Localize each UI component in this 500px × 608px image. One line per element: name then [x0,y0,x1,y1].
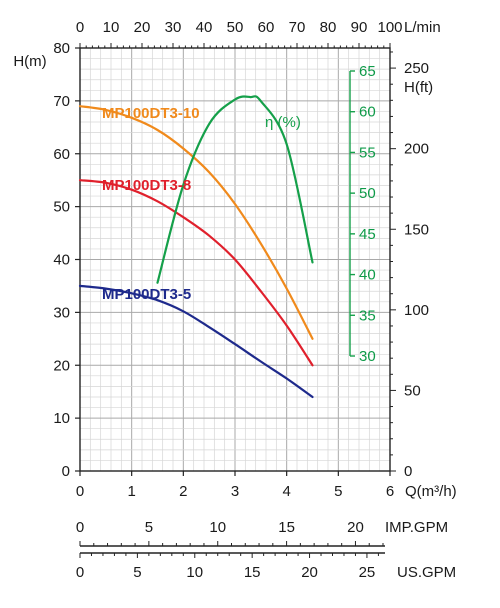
imp-gpm-tick-label: 15 [278,519,295,536]
series-line-mp100dt3-8 [78,179,314,367]
head-m-tick-label: 60 [53,146,70,163]
head-ft-tick-label: 150 [404,221,429,238]
flow-lmin-tick-label: 50 [227,19,244,36]
series-labels: MP100DT3-10 MP100DT3-8 MP100DT3-5 η (%) [102,105,301,303]
series-label: MP100DT3-10 [102,105,200,122]
head-ft-tick-label: 50 [404,382,421,399]
flow-m3h-tick-label: 1 [127,483,135,500]
head-m-tick-label: 20 [53,357,70,374]
series-line- [156,95,314,284]
flow-lmin-axis-label: L/min [404,19,441,36]
efficiency-tick-label: 45 [359,226,376,243]
series-label: MP100DT3-8 [102,177,191,194]
flow-lmin-tick-label: 0 [76,19,84,36]
series-lines [78,95,314,399]
flow-m3h-tick-label: 0 [76,483,84,500]
head-m-tick-label: 50 [53,199,70,216]
efficiency-tick-label: 50 [359,185,376,202]
efficiency-tick-label: 35 [359,307,376,324]
efficiency-tick-label: 40 [359,267,376,284]
us-gpm-axis-label: US.GPM [397,564,456,581]
efficiency-tick-label: 55 [359,144,376,161]
head-m-tick-label: 10 [53,410,70,427]
flow-lmin-tick-label: 70 [289,19,306,36]
flow-lmin-tick-label: 40 [196,19,213,36]
flow-lmin-tick-label: 30 [165,19,182,36]
flow-lmin-tick-label: 80 [320,19,337,36]
us-gpm-tick-label: 15 [244,564,261,581]
flow-m3h-tick-label: 2 [179,483,187,500]
us-gpm-tick-label: 5 [133,564,141,581]
flow-m3h-tick-label: 6 [386,483,394,500]
imp-gpm-tick-label: 10 [209,519,226,536]
us-gpm-tick-label: 25 [359,564,376,581]
head-ft-axis-label: H(ft) [404,79,433,96]
secondary-flow-axes: 0 5 10 15 20 IMP.GPM 0 5 10 15 20 25 US.GPM [76,519,456,581]
head-ft-tick-label: 100 [404,302,429,319]
head-m-tick-label: 80 [53,40,70,57]
us-gpm-tick-label: 10 [186,564,203,581]
series-label: η (%) [265,114,301,131]
series-label: MP100DT3-5 [102,286,191,303]
imp-gpm-tick-label: 5 [145,519,153,536]
imp-gpm-axis-label: IMP.GPM [385,519,448,536]
head-ft-tick-label: 250 [404,60,429,77]
efficiency-tick-label: 60 [359,104,376,121]
flow-m3h-tick-label: 4 [282,483,290,500]
efficiency-tick-label: 30 [359,348,376,365]
head-ft-tick-label: 0 [404,463,412,480]
us-gpm-tick-label: 0 [76,564,84,581]
head-m-tick-label: 0 [62,463,70,480]
imp-gpm-tick-label: 20 [347,519,364,536]
imp-gpm-tick-label: 0 [76,519,84,536]
series-line-mp100dt3-5 [78,284,314,399]
flow-lmin-tick-label: 90 [351,19,368,36]
flow-m3h-tick-label: 5 [334,483,342,500]
head-ft-tick-label: 200 [404,141,429,158]
us-gpm-tick-label: 20 [301,564,318,581]
flow-m3h-tick-label: 3 [231,483,239,500]
flow-lmin-tick-label: 20 [134,19,151,36]
flow-m3h-axis-label: Q(m³/h) [405,483,457,500]
head-m-axis-label: H(m) [13,53,46,70]
efficiency-tick-label: 65 [359,63,376,80]
flow-lmin-tick-label: 10 [103,19,120,36]
flow-lmin-tick-label: 60 [258,19,275,36]
flow-lmin-tick-label: 100 [377,19,402,36]
series-line-mp100dt3-10 [78,105,314,340]
head-m-tick-label: 30 [53,304,70,321]
head-m-tick-label: 70 [53,93,70,110]
head-m-tick-label: 40 [53,252,70,269]
